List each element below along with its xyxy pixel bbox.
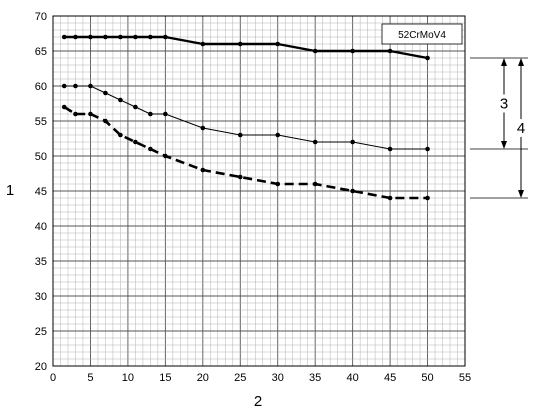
x-tick-label: 20 [197,372,209,384]
data-point [275,132,281,138]
data-point [425,55,430,61]
arrow-down-icon [501,141,507,149]
data-point [61,34,67,40]
data-point [148,146,153,152]
x-tick-label: 30 [272,372,284,384]
series-2 [61,83,430,152]
y-tick-label: 55 [35,116,47,128]
data-point [387,195,393,201]
x-tick-label: 40 [347,372,359,384]
series-3 [61,104,430,201]
x-tick-label: 55 [459,372,471,384]
y-tick-label: 35 [35,256,47,268]
data-point [118,97,123,103]
data-point [103,90,108,96]
x-tick-label: 45 [384,372,396,384]
plot-frame [52,15,466,367]
x-tick-label: 35 [309,372,321,384]
y-tick-label: 65 [35,46,47,58]
data-point [88,83,93,89]
data-point [88,111,93,117]
grid [52,15,466,367]
x-tick-label: 0 [50,372,56,384]
series-line [63,85,429,150]
y-tick-label: 45 [35,186,47,198]
data-point [237,132,243,138]
tick-labels: 0 5 10 15 20 25 30 35 40 45 50 55 20 25 30 35 40 45 50 55 60… [35,11,471,384]
data-point [425,195,430,201]
data-point [200,167,206,173]
annotation-label-bg [514,119,528,137]
series-line [63,35,429,60]
x-tick-label: 15 [159,372,171,384]
data-point [148,34,153,40]
legend-label: 52CrMoV4 [398,30,446,41]
data-point [275,181,281,187]
data-point [237,41,243,47]
y-tick-label: 25 [35,326,47,338]
y-tick-label: 70 [35,11,47,23]
data-point [118,34,123,40]
data-point [73,34,78,40]
data-point [163,111,168,117]
data-point [133,34,138,40]
data-point [350,188,355,194]
y-tick-label: 30 [35,291,47,303]
y-axis-label: 1 [6,182,14,199]
data-point [312,48,318,54]
x-tick-label: 10 [122,372,134,384]
x-axis-label: 2 [254,393,262,410]
data-point [275,41,281,47]
x-tick-label: 25 [234,372,246,384]
data-point [73,83,78,89]
annotation-label: 4 [517,120,525,137]
data-point [237,174,243,180]
annotation-label-bg [497,94,511,113]
data-point [61,83,67,89]
data-point [200,41,206,47]
data-point [387,146,393,152]
y-tick-label: 50 [35,151,47,163]
data-point [312,139,318,145]
data-point [425,146,430,152]
data-point [103,34,108,40]
data-point [312,181,318,187]
series-lines [61,34,430,201]
data-point [350,48,355,54]
annotations: 34 [470,57,528,199]
data-point [103,118,108,124]
data-point [200,125,206,131]
y-tick-label: 40 [35,221,47,233]
arrow-up-icon [518,58,524,66]
arrow-down-icon [518,190,524,198]
x-tick-label: 5 [87,372,93,384]
data-point [148,111,153,117]
data-point [350,139,355,145]
y-tick-label: 60 [35,81,47,93]
legend: 52CrMoV4 [381,23,463,45]
y-tick-label: 20 [35,361,47,373]
data-point [61,104,67,110]
data-point [163,34,168,40]
data-point [133,104,138,110]
data-point [73,111,78,117]
legend-box [381,23,463,45]
series-1 [61,34,430,61]
arrow-up-icon [501,58,507,66]
data-point [133,139,138,145]
annotation-label: 3 [500,96,508,113]
data-point [163,153,168,159]
data-point [387,48,393,54]
data-point [88,34,93,40]
data-point [118,132,123,138]
x-tick-label: 50 [421,372,433,384]
